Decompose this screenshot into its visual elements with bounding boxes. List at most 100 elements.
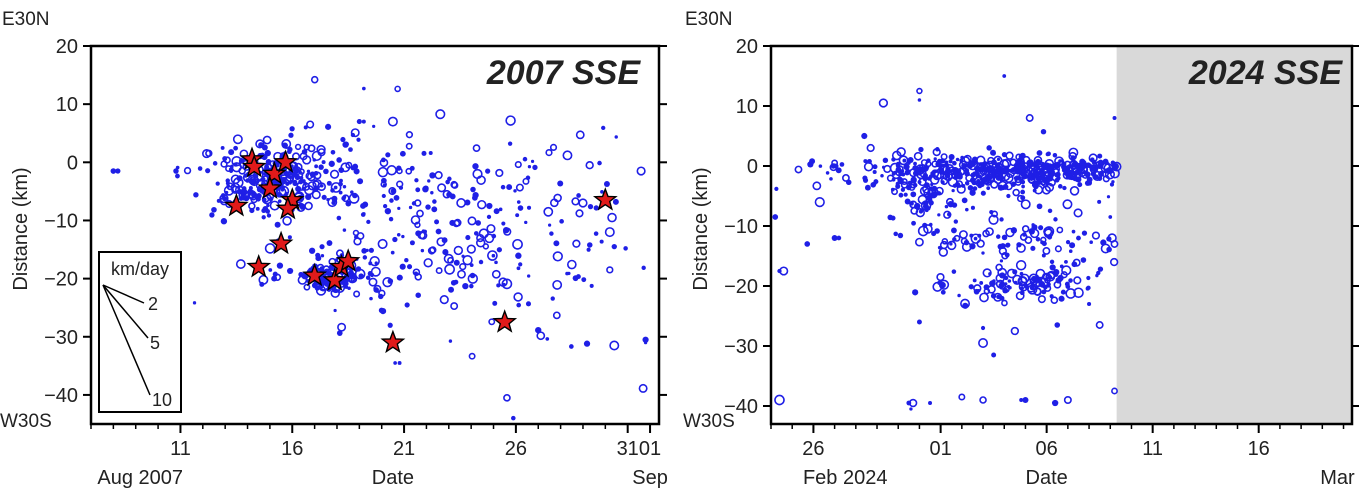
event-point xyxy=(1024,170,1033,179)
event-point xyxy=(518,262,523,267)
event-point xyxy=(399,263,406,270)
event-point xyxy=(1059,159,1063,163)
sse-star-marker xyxy=(223,192,249,217)
event-point xyxy=(304,185,315,196)
event-point xyxy=(997,267,1008,278)
event-point xyxy=(447,176,452,182)
event-point xyxy=(511,415,516,421)
event-point xyxy=(388,216,394,222)
event-point xyxy=(1110,240,1119,248)
event-point xyxy=(526,205,532,210)
event-point xyxy=(255,196,261,202)
event-point xyxy=(233,145,238,151)
event-point xyxy=(893,231,898,237)
event-point xyxy=(315,252,321,258)
event-point xyxy=(350,128,360,138)
event-point xyxy=(939,240,949,250)
event-point xyxy=(836,235,842,241)
event-point xyxy=(955,180,964,188)
event-point xyxy=(985,164,995,174)
event-point xyxy=(1056,226,1064,234)
event-point xyxy=(928,200,934,206)
event-point xyxy=(1020,189,1026,195)
event-point xyxy=(913,151,923,161)
event-point xyxy=(611,243,617,250)
event-point xyxy=(1064,259,1068,264)
event-point xyxy=(928,222,933,227)
event-point xyxy=(369,255,380,267)
event-point xyxy=(1097,153,1103,159)
event-point xyxy=(326,180,332,186)
event-point xyxy=(1047,167,1053,173)
event-point xyxy=(918,146,924,153)
event-point xyxy=(1053,280,1062,289)
event-point xyxy=(394,85,401,93)
event-point xyxy=(429,172,436,179)
event-point xyxy=(397,360,402,365)
event-point xyxy=(409,240,415,246)
event-point xyxy=(986,145,992,151)
event-point xyxy=(356,137,361,142)
event-point xyxy=(926,206,931,211)
event-point xyxy=(599,239,604,244)
event-point xyxy=(404,257,409,263)
event-point xyxy=(964,168,970,173)
event-point xyxy=(1111,180,1115,184)
event-point xyxy=(1031,223,1035,227)
event-point xyxy=(989,280,996,287)
event-point xyxy=(249,207,255,214)
event-point xyxy=(501,221,506,226)
event-point xyxy=(1049,259,1055,265)
event-point xyxy=(1068,147,1079,158)
event-point xyxy=(996,157,1001,161)
event-point xyxy=(405,142,413,150)
event-point xyxy=(862,177,869,183)
event-point xyxy=(314,285,320,291)
event-point xyxy=(944,171,948,176)
event-point xyxy=(982,229,990,238)
event-point xyxy=(903,192,908,197)
event-point xyxy=(374,261,378,265)
event-point xyxy=(183,166,192,175)
event-point xyxy=(933,157,937,161)
event-point xyxy=(491,269,501,279)
event-point xyxy=(937,280,942,285)
shaded-region xyxy=(1116,46,1352,424)
event-point xyxy=(408,205,413,210)
y-tick-label: 0 xyxy=(747,156,758,178)
event-point xyxy=(1033,287,1042,297)
event-point xyxy=(192,301,197,305)
event-point xyxy=(488,318,496,326)
event-point xyxy=(1061,265,1072,276)
event-point xyxy=(390,250,395,255)
event-point xyxy=(1062,199,1073,210)
event-point xyxy=(405,167,413,175)
event-point xyxy=(468,352,476,360)
event-point xyxy=(1080,257,1087,263)
event-point xyxy=(919,186,930,196)
y-tick-label: −30 xyxy=(724,336,758,358)
event-point xyxy=(517,205,524,211)
event-point xyxy=(1041,289,1047,295)
event-point xyxy=(1051,399,1059,407)
event-point xyxy=(996,294,1001,300)
event-point xyxy=(907,161,911,165)
event-point xyxy=(979,292,989,303)
event-point xyxy=(961,197,968,204)
event-point xyxy=(453,245,464,256)
y-tick-label: −10 xyxy=(724,216,758,238)
event-point xyxy=(559,219,564,224)
event-point xyxy=(307,144,316,153)
event-point xyxy=(1019,290,1025,296)
event-point xyxy=(1098,170,1105,177)
sse-star-marker xyxy=(380,329,406,354)
event-point xyxy=(1088,164,1094,169)
event-point xyxy=(980,190,986,196)
event-point xyxy=(818,164,823,168)
event-point xyxy=(831,235,838,241)
event-point xyxy=(379,158,389,168)
event-point xyxy=(462,282,469,290)
event-point xyxy=(1069,159,1078,168)
x-tick-label: 11 xyxy=(1142,438,1163,460)
event-point xyxy=(940,289,946,295)
